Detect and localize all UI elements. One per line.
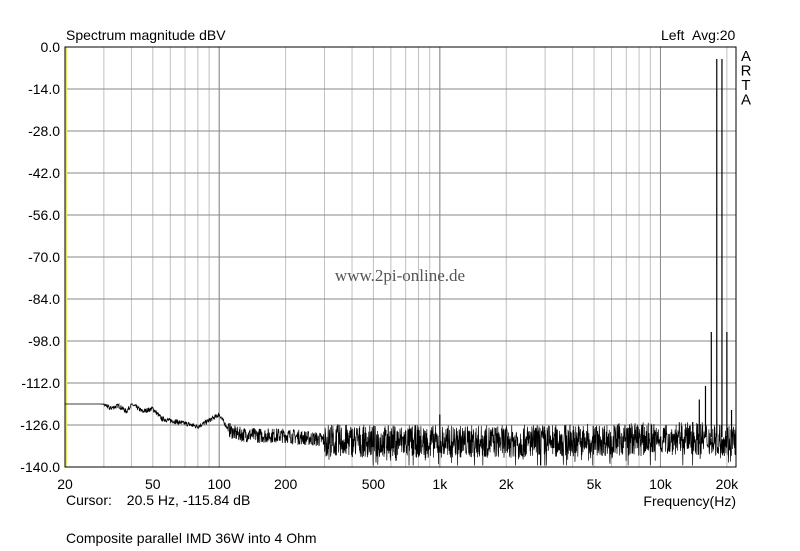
x-tick-label: 500	[362, 476, 386, 492]
x-tick-label: 50	[145, 476, 161, 492]
average-label: Avg:20	[692, 27, 736, 43]
y-tick-label: -126.0	[20, 417, 60, 433]
y-tick-label: -84.0	[28, 291, 60, 307]
y-tick-label: -28.0	[28, 123, 60, 139]
x-tick-label: 1k	[432, 476, 448, 492]
y-tick-label: -140.0	[20, 459, 60, 475]
y-tick-label: -98.0	[28, 333, 60, 349]
watermark: www.2pi-online.de	[335, 266, 465, 285]
chart-title: Spectrum magnitude dBV	[66, 27, 226, 43]
plot-frame	[64, 46, 737, 468]
brand-letter: T	[741, 77, 750, 94]
noise-floor-trace	[65, 402, 737, 466]
y-tick-label: -14.0	[28, 81, 60, 97]
x-tick-label: 2k	[499, 476, 515, 492]
channel-label: Left	[661, 27, 684, 43]
y-tick-label: -42.0	[28, 165, 60, 181]
x-tick-label: 10k	[649, 476, 673, 492]
x-tick-label: 20k	[716, 476, 740, 492]
x-tick-label: 20	[57, 476, 73, 492]
chart-caption: Composite parallel IMD 36W into 4 Ohm	[66, 530, 317, 546]
y-tick-label: -70.0	[28, 249, 60, 265]
brand-letter: A	[741, 92, 751, 109]
cursor-value: 20.5 Hz, -115.84 dB	[126, 492, 251, 508]
x-tick-label: 100	[208, 476, 232, 492]
cursor-label: Cursor:	[66, 492, 112, 508]
y-tick-label: -112.0	[21, 375, 60, 391]
x-tick-label: 5k	[587, 476, 603, 492]
brand-letter: A	[741, 48, 751, 65]
brand-letter: R	[741, 63, 752, 80]
x-tick-label: 200	[274, 476, 298, 492]
y-tick-label: 0.0	[41, 39, 61, 55]
x-axis-label: Frequency(Hz)	[643, 493, 736, 509]
y-tick-label: -56.0	[28, 207, 60, 223]
cursor-readout: Cursor: 20.5 Hz, -115.84 dB	[66, 492, 250, 508]
